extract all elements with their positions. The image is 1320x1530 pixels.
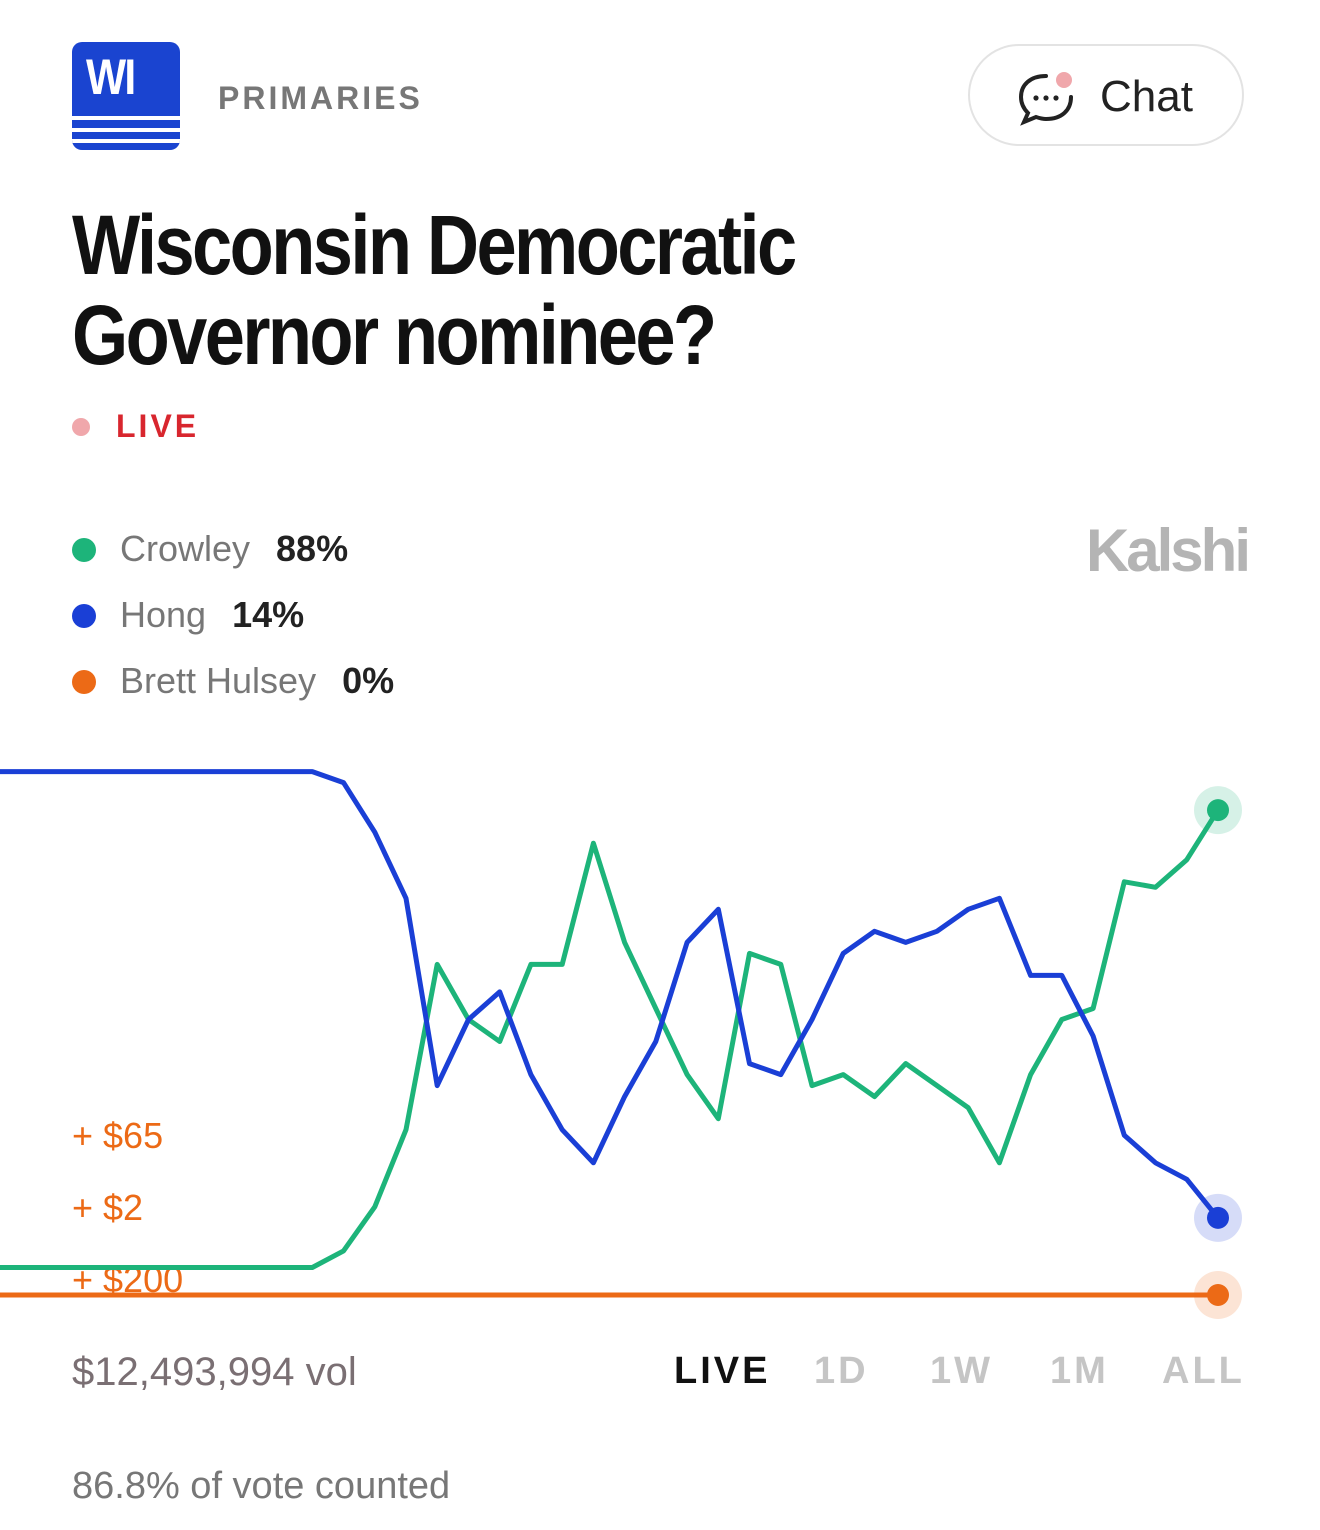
volume-unit: vol (305, 1350, 357, 1394)
legend-name: Crowley (120, 528, 251, 569)
trade-annotation: + $2 (72, 1187, 143, 1228)
range-tab[interactable]: 1D (814, 1350, 869, 1392)
range-tab[interactable]: ALL (1162, 1350, 1245, 1392)
legend-value: 88% (276, 528, 349, 569)
end-dot (1207, 799, 1229, 822)
volume-amount: $12,493,994 (72, 1350, 295, 1394)
brand: Kalshi (1085, 517, 1251, 584)
end-dot (1207, 1206, 1229, 1229)
range-tab[interactable]: 1M (1050, 1350, 1109, 1392)
legend-value: 0% (342, 660, 395, 701)
live-dot (72, 418, 90, 436)
legend-name: Hong (120, 594, 207, 635)
series-line (0, 808, 1221, 1270)
volume: $12,493,994 vol (72, 1350, 357, 1395)
legend-value: 14% (232, 594, 305, 635)
end-dot (1207, 1284, 1229, 1306)
live-status: LIVE (116, 408, 200, 444)
range-tab[interactable]: 1W (930, 1350, 993, 1392)
chat-icon (1018, 72, 1073, 126)
chart: + $65+ $2+ $200 (0, 769, 1242, 1319)
legend-dot (72, 670, 96, 694)
legend-dot (72, 538, 96, 562)
legend-dot (72, 604, 96, 628)
legend-name: Brett Hulsey (120, 660, 317, 701)
badge-text: WI (86, 49, 136, 105)
chat-label[interactable]: Chat (1100, 72, 1193, 121)
section-label: PRIMARIES (218, 80, 423, 116)
range-tab[interactable]: LIVE (674, 1350, 771, 1392)
vote-count: 86.8% of vote counted (72, 1465, 451, 1507)
chat-button[interactable]: Chat (968, 44, 1244, 146)
market-title: Wisconsin Democratic Governor nominee? (72, 198, 797, 382)
state-badge: WI (72, 42, 180, 150)
trade-annotation: + $65 (72, 1115, 163, 1156)
series-line (0, 769, 1220, 1220)
